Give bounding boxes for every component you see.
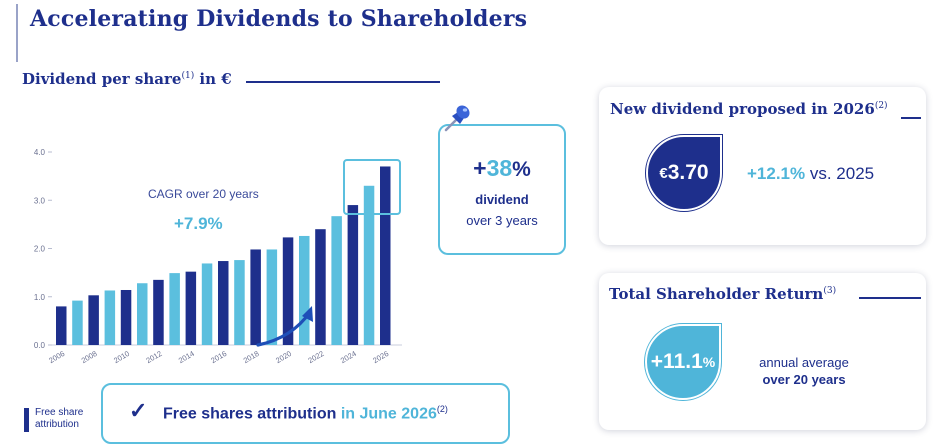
y-tick-label: 2.0	[34, 245, 46, 254]
bar-2006	[56, 306, 67, 345]
callout-label: dividend	[475, 192, 529, 207]
tsr-footnote: (3)	[823, 286, 837, 296]
title-accent-rule	[16, 4, 18, 62]
y-tick-label: 0.0	[34, 341, 46, 350]
x-tick-label: 2016	[209, 349, 228, 365]
dividend-change-suffix: vs. 2025	[805, 164, 875, 183]
bar-2018	[250, 249, 261, 345]
bar-2020	[282, 237, 294, 345]
cagr-label: CAGR over 20 years	[148, 187, 259, 201]
tsr-title-text: Total Shareholder Return	[609, 285, 824, 303]
dividend-growth-callout: +38% dividend over 3 years	[438, 124, 566, 255]
x-tick-label: 2020	[274, 349, 293, 365]
tsr-label-annual: annual average	[759, 355, 849, 370]
cagr-value: +7.9%	[174, 214, 223, 233]
growth-arrow-head-icon	[302, 306, 313, 322]
dividend-change-value: +12.1%	[747, 164, 806, 183]
tsr-underline	[859, 297, 921, 299]
x-tick-label: 2008	[80, 349, 99, 365]
bar-2010	[120, 289, 132, 345]
bar-2016	[218, 261, 229, 345]
x-tick-label: 2026	[371, 349, 390, 365]
free-shares-text: Free shares attribution in June 2026(2)	[163, 404, 448, 423]
page-title: Accelerating Dividends to Shareholders	[30, 6, 528, 32]
section-heading: Dividend per share(1) in €	[22, 70, 232, 88]
dividend-amount-badge: €3.70	[646, 135, 722, 211]
checkmark-icon: ✓	[129, 398, 148, 423]
callout-value: +38%	[440, 155, 564, 182]
section-heading-underline	[246, 81, 440, 83]
bar-2012	[153, 279, 164, 345]
bar-2011	[137, 283, 148, 345]
tsr-value: +11.1	[650, 350, 703, 373]
bar-2024	[347, 205, 359, 345]
callout-plus: +	[473, 155, 487, 181]
legend-label-free-share: Free share attribution	[35, 407, 84, 430]
new-dividend-card: New dividend proposed in 2026(2) €3.70 +…	[599, 87, 926, 245]
section-heading-unit: in €	[194, 70, 232, 88]
x-tick-label: 2022	[306, 349, 325, 365]
new-dividend-title-text: New dividend proposed in 2026	[610, 100, 875, 118]
dividend-change: +12.1% vs. 2025	[747, 164, 874, 184]
chart-bars	[56, 166, 391, 345]
x-tick-label: 2006	[47, 349, 66, 365]
y-tick-label: 3.0	[34, 196, 46, 205]
free-shares-date: in June 2026	[336, 405, 437, 423]
callout-percent: %	[512, 158, 531, 181]
section-heading-text: Dividend per share	[22, 70, 182, 88]
tsr-value-badge: +11.1%	[645, 324, 721, 400]
bar-2017	[234, 260, 245, 345]
free-shares-box: ✓ Free shares attribution in June 2026(2…	[101, 383, 510, 444]
callout-sub: over 3 years	[466, 213, 538, 228]
dividend-bar-chart: 0.0 1.0 2.0 3.0 4.0 2006 2008 2010 2012 2014 2016…	[34, 148, 402, 365]
dividend-amount: 3.70	[667, 161, 709, 184]
x-tick-label: 2018	[242, 349, 261, 365]
tsr-title: Total Shareholder Return(3)	[609, 285, 836, 303]
tsr-label-period: over 20 years	[762, 372, 846, 387]
bar-2021	[299, 235, 310, 345]
recent-years-highlight	[343, 159, 401, 215]
section-heading-footnote: (1)	[181, 71, 195, 81]
bar-2022	[315, 229, 326, 345]
x-axis: 2006 2008 2010 2012 2014 2016 2018 2020 2022 2024…	[47, 349, 390, 365]
new-dividend-title: New dividend proposed in 2026(2)	[610, 100, 888, 118]
y-tick-label: 4.0	[34, 148, 46, 157]
tsr-card: Total Shareholder Return(3) +11.1% annua…	[599, 273, 926, 430]
callout-number: 38	[486, 155, 513, 181]
new-dividend-footnote: (2)	[874, 101, 888, 111]
bar-2013	[169, 273, 180, 345]
new-dividend-underline	[901, 117, 921, 119]
bar-2009	[104, 290, 116, 345]
tsr-percent: %	[702, 354, 716, 370]
bar-2014	[185, 271, 197, 345]
bar-2026	[380, 166, 391, 345]
bar-2007	[72, 300, 83, 345]
bar-2015	[201, 263, 213, 345]
bar-2023	[331, 216, 342, 345]
bar-2019	[266, 249, 278, 345]
bar-2008	[88, 295, 99, 345]
y-tick-label: 1.0	[34, 293, 46, 302]
free-shares-footnote: (2)	[436, 404, 448, 414]
pushpin-icon	[444, 105, 470, 132]
x-tick-label: 2024	[339, 349, 358, 365]
legend-swatch-free-share	[24, 408, 29, 432]
x-tick-label: 2014	[177, 349, 196, 365]
free-shares-label: Free shares attribution	[163, 405, 337, 423]
bar-2025	[363, 185, 375, 345]
x-tick-label: 2012	[144, 349, 163, 365]
x-tick-label: 2010	[112, 349, 131, 365]
dividend-currency: €	[659, 164, 668, 182]
